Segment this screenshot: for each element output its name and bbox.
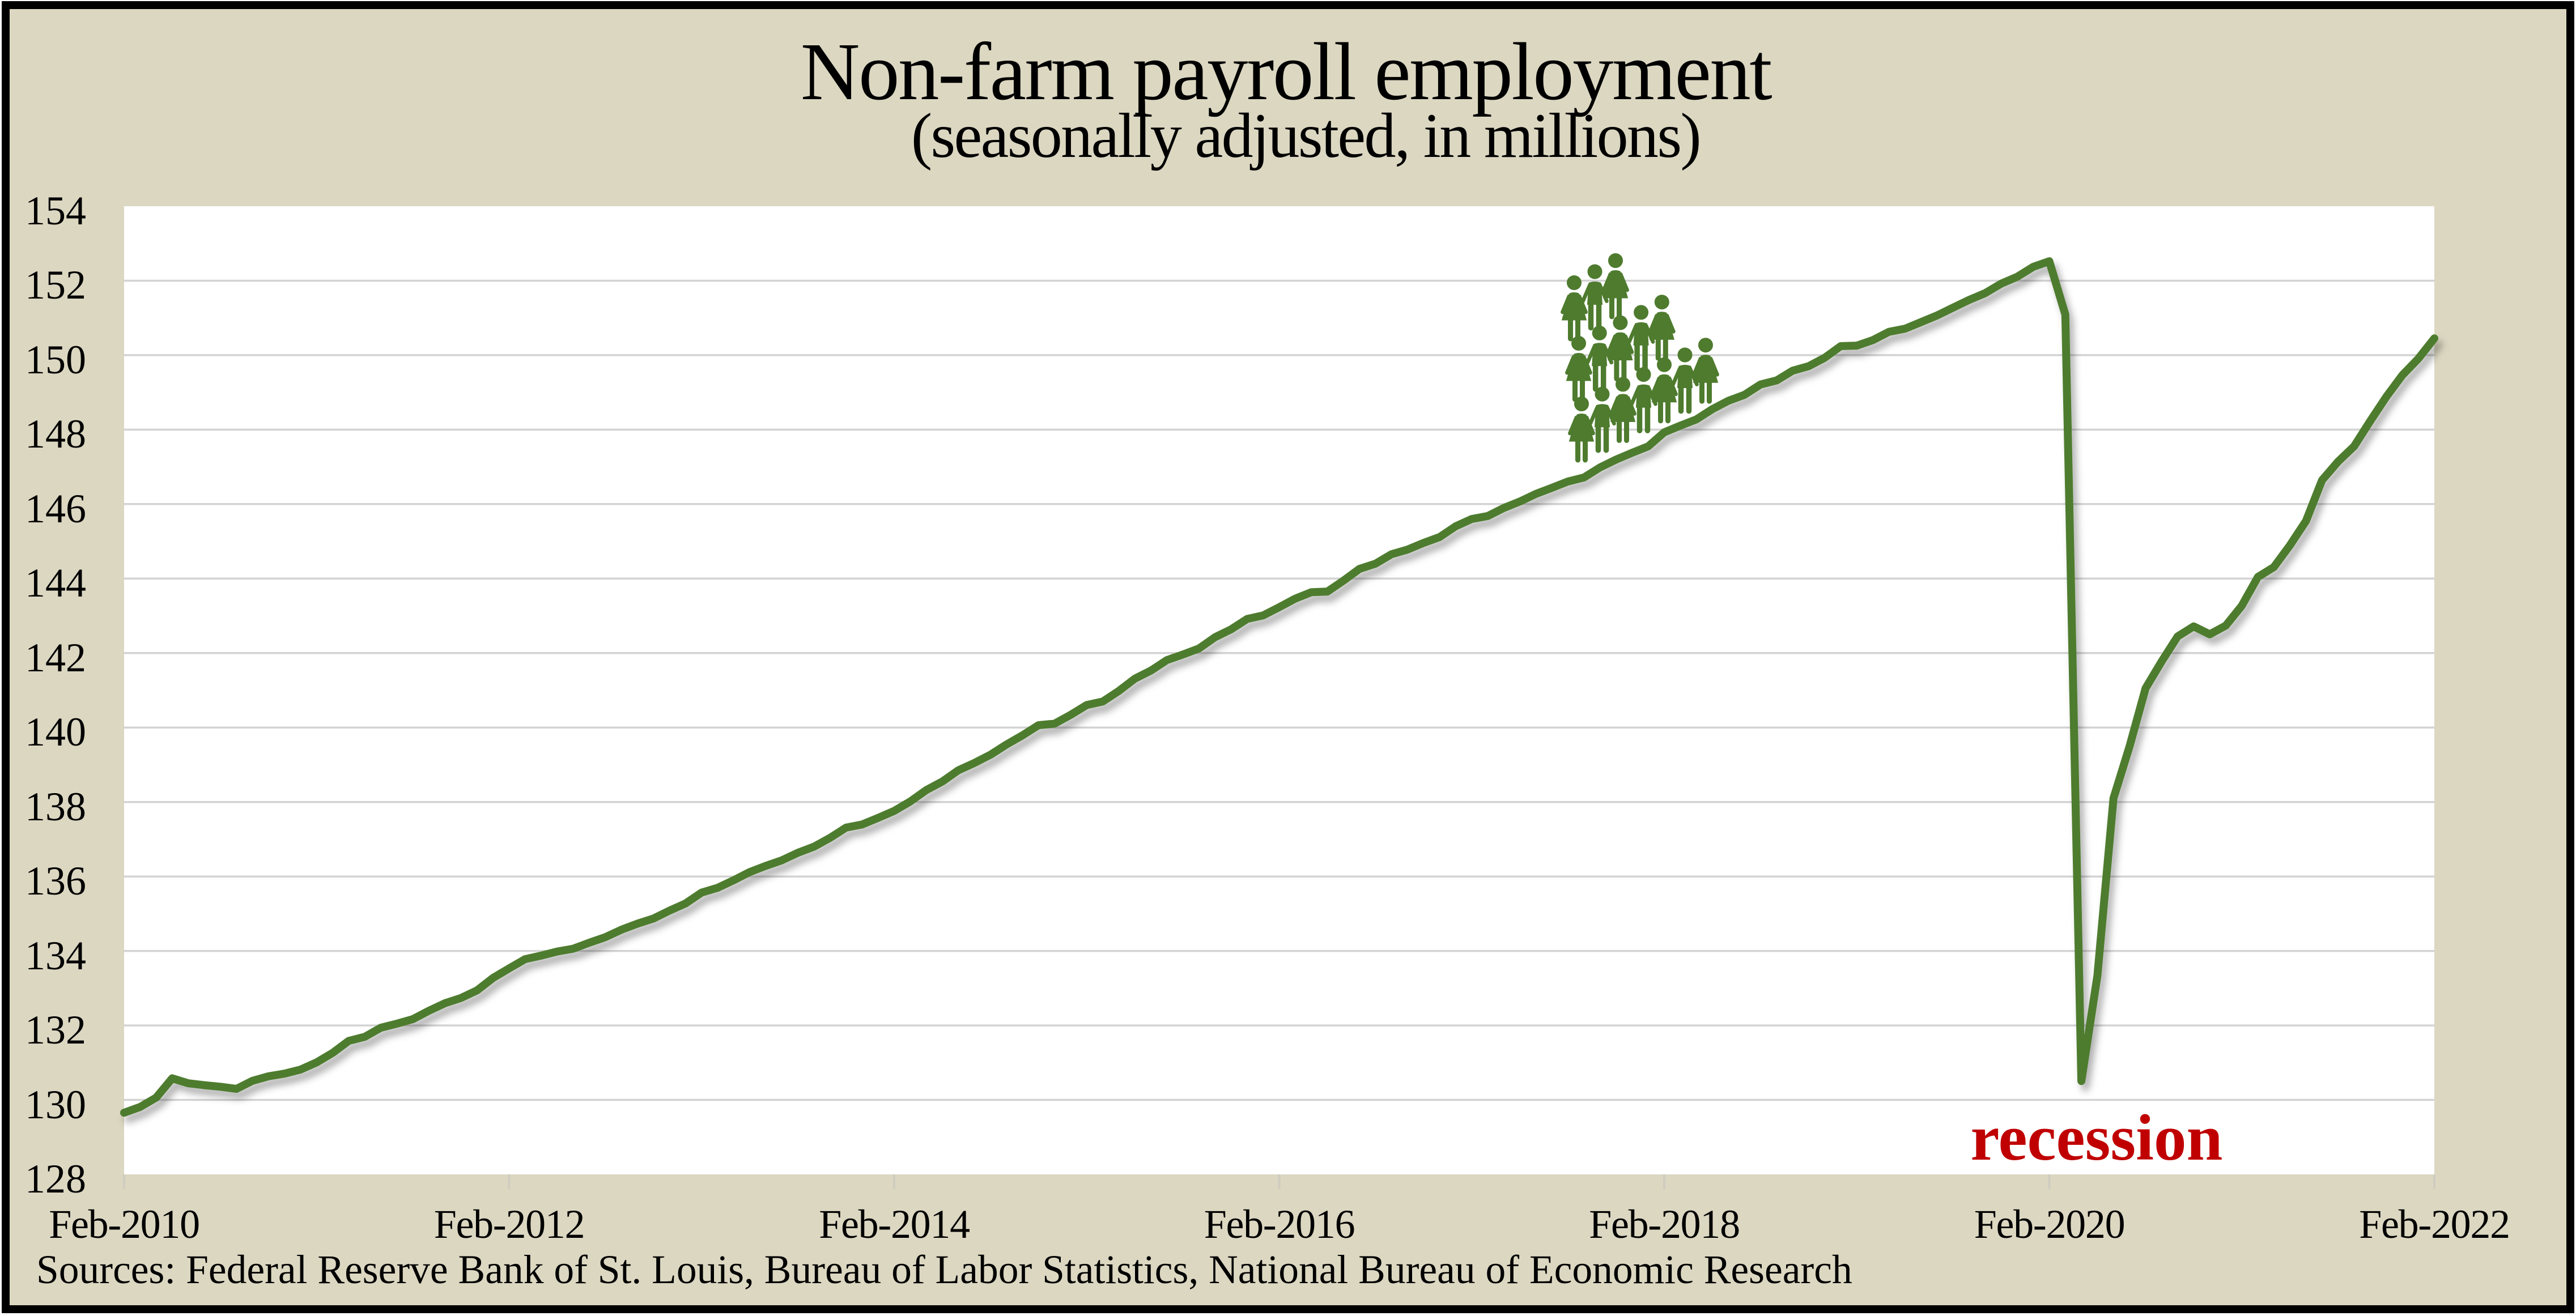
svg-text:136: 136 bbox=[25, 858, 86, 904]
svg-text:142: 142 bbox=[25, 635, 86, 680]
svg-text:150: 150 bbox=[25, 337, 86, 382]
svg-text:Sources: Federal Reserve Bank: Sources: Federal Reserve Bank of St. Lou… bbox=[36, 1247, 1852, 1292]
svg-text:154: 154 bbox=[25, 188, 86, 233]
svg-text:152: 152 bbox=[25, 262, 86, 308]
svg-text:134: 134 bbox=[25, 933, 86, 978]
svg-text:148: 148 bbox=[25, 411, 86, 457]
svg-text:Feb-2018: Feb-2018 bbox=[1589, 1202, 1740, 1247]
svg-text:Feb-2016: Feb-2016 bbox=[1204, 1202, 1355, 1247]
svg-text:132: 132 bbox=[25, 1007, 86, 1053]
svg-text:128: 128 bbox=[25, 1156, 86, 1202]
svg-text:Feb-2022: Feb-2022 bbox=[2359, 1202, 2510, 1247]
svg-text:Feb-2020: Feb-2020 bbox=[1974, 1202, 2125, 1247]
svg-text:144: 144 bbox=[25, 560, 86, 606]
svg-text:recession: recession bbox=[1970, 1102, 2222, 1174]
svg-text:(seasonally adjusted, in milli: (seasonally adjusted, in millions) bbox=[911, 101, 1700, 171]
svg-text:140: 140 bbox=[25, 709, 86, 755]
svg-text:Non-farm payroll employment: Non-farm payroll employment bbox=[801, 27, 1772, 117]
svg-text:Feb-2012: Feb-2012 bbox=[434, 1202, 585, 1247]
svg-text:Feb-2010: Feb-2010 bbox=[49, 1202, 199, 1247]
svg-text:146: 146 bbox=[25, 486, 86, 531]
svg-text:Feb-2014: Feb-2014 bbox=[819, 1202, 970, 1247]
svg-text:130: 130 bbox=[25, 1082, 86, 1127]
svg-text:138: 138 bbox=[25, 784, 86, 829]
